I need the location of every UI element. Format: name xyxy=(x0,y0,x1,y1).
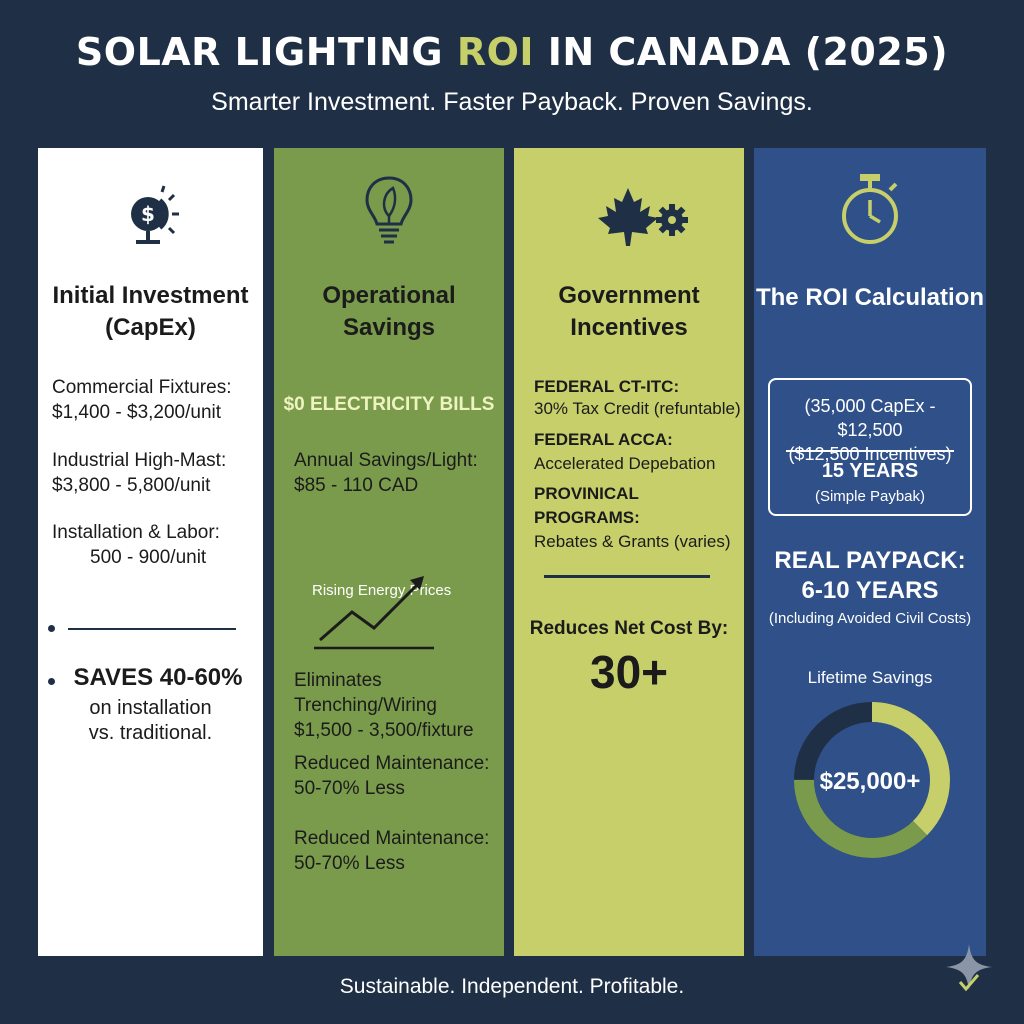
heading-line: Savings xyxy=(342,314,436,341)
fixtures-value: $1,400 - $3,200/unit xyxy=(52,402,222,423)
saves-line: vs. traditional. xyxy=(88,722,213,744)
lifetime-savings-label: Lifetime Savings xyxy=(807,668,933,687)
federal-acca: FEDERAL ACCA: Accelerated Depebation xyxy=(534,428,715,476)
column-operational-savings: Operational Savings $0 ELECTRICITY BILLS… xyxy=(274,148,504,956)
roi-box-divider xyxy=(786,450,954,452)
page-subtitle: Smarter Investment. Faster Payback. Prov… xyxy=(211,88,813,116)
reduced-maintenance-1: Reduced Maintenance: 50-70% Less xyxy=(294,751,489,801)
heading-operational-savings: Operational Savings xyxy=(274,280,504,344)
trench-label: Eliminates Trenching/Wiring xyxy=(294,670,437,716)
bullet-dot xyxy=(48,625,55,632)
footer-tagline: Sustainable. Independent. Profitable. xyxy=(339,975,685,998)
rising-trend-icon xyxy=(314,576,434,650)
heading-roi-calculation: The ROI Calculation xyxy=(755,284,985,311)
saves-detail: on installation vs. traditional. xyxy=(38,696,263,746)
annual-savings: Annual Savings/Light: $85 - 110 CAD xyxy=(294,448,478,498)
title-pre: SOLAR LIGHTING xyxy=(75,30,457,74)
divider-line xyxy=(544,575,710,578)
saves-headline: SAVES 40-60% xyxy=(73,664,243,691)
bullet-dot xyxy=(48,678,55,685)
reduced-maintenance-2: Reduced Maintenance: 50-70% Less xyxy=(294,826,489,876)
prov-label: PROVINICAL PROGRAMS: xyxy=(534,484,640,527)
donut-fill xyxy=(794,702,950,858)
heading-government-incentives: Government Incentives xyxy=(514,280,744,344)
annual-value: $85 - 110 CAD xyxy=(294,475,419,496)
real-payback: REAL PAYPACK: 6-10 YEARS xyxy=(754,546,986,606)
reduces-net-cost-label: Reduces Net Cost By: xyxy=(529,618,729,639)
annual-label: Annual Savings/Light: xyxy=(294,450,478,471)
highmast-label: Industrial High-Mast: xyxy=(52,450,227,471)
maint-value: 50-70% Less xyxy=(294,853,405,874)
heading-line: Operational xyxy=(322,282,456,309)
heading-line: Incentives xyxy=(570,314,688,341)
fixtures-label: Commercial Fixtures: xyxy=(52,377,232,398)
acca-label: FEDERAL ACCA: xyxy=(534,430,673,449)
roi-formula: (35,000 CapEx - $12,500 ($12,500 Incenti… xyxy=(770,394,970,466)
heading-initial-investment: Initial Investment (CapEx) xyxy=(38,280,263,344)
real-payback-years: 6-10 YEARS xyxy=(801,577,939,604)
install-value: 500 - 900/unit xyxy=(90,547,207,568)
highmast-value: $3,800 - 5,800/unit xyxy=(52,475,211,496)
donut-value: $25,000+ xyxy=(819,768,921,795)
commercial-fixtures: Commercial Fixtures: $1,400 - $3,200/uni… xyxy=(52,375,231,425)
sparkle-icon xyxy=(946,944,992,992)
installation-labor: Installation & Labor: 500 - 900/unit xyxy=(52,520,252,570)
ctitc-label: FEDERAL CT-ITC: xyxy=(534,377,680,396)
roi-formula-line: ($12,500 Incentives) xyxy=(788,444,952,464)
reduces-net-cost-value: 30+ xyxy=(589,646,669,698)
divider-line xyxy=(68,628,236,630)
zero-electricity-bills: $0 ELECTRICITY BILLS xyxy=(283,394,495,415)
svg-text:$: $ xyxy=(141,202,155,226)
acca-value: Accelerated Depebation xyxy=(534,454,716,473)
page-title: SOLAR LIGHTING ROI IN CANADA (2025) xyxy=(0,30,1024,74)
saves-line: on installation xyxy=(89,697,212,719)
maint-label: Reduced Maintenance: xyxy=(294,828,490,849)
install-label: Installation & Labor: xyxy=(52,522,220,543)
title-post: IN CANADA (2025) xyxy=(534,30,949,74)
heading-line: Government xyxy=(558,282,700,309)
roi-calc-box: (35,000 CapEx - $12,500 ($12,500 Incenti… xyxy=(768,378,972,516)
maint-value: 50-70% Less xyxy=(294,778,405,799)
maint-label: Reduced Maintenance: xyxy=(294,753,490,774)
lifetime-savings-donut xyxy=(794,702,950,858)
donut-fill-lower xyxy=(794,702,950,858)
simple-payback-years: 15 YEARS xyxy=(821,460,919,482)
real-payback-note: (Including Avoided Civil Costs) xyxy=(768,610,972,627)
provincial-programs: PROVINICAL PROGRAMS: Rebates & Grants (v… xyxy=(534,482,744,554)
industrial-high-mast: Industrial High-Mast: $3,800 - 5,800/uni… xyxy=(52,448,226,498)
prov-value: Rebates & Grants (varies) xyxy=(534,532,731,551)
stopwatch-icon xyxy=(842,174,898,244)
maple-leaf-gear-icon xyxy=(598,188,688,246)
money-sun-icon: $ xyxy=(131,185,179,244)
heading-line: (CapEx) xyxy=(105,314,196,341)
column-government-incentives: Government Incentives FEDERAL CT-ITC: 30… xyxy=(514,148,744,956)
real-payback-line: REAL PAYPACK: xyxy=(774,547,966,574)
roi-formula-line: (35,000 CapEx - $12,500 xyxy=(804,396,936,440)
heading-line: Initial Investment xyxy=(52,282,249,309)
lightbulb-leaf-icon xyxy=(365,176,413,244)
ctitc-value: 30% Tax Credit (refuntable) xyxy=(534,399,741,418)
column-roi-calculation: The ROI Calculation (35,000 CapEx - $12,… xyxy=(754,148,986,956)
column-initial-investment: $ Initial Investment (CapEx) Commercial … xyxy=(38,148,263,956)
simple-payback-note: (Simple Paybak) xyxy=(814,488,926,505)
trench-value: $1,500 - 3,500/fixture xyxy=(294,720,474,741)
title-accent: ROI xyxy=(456,30,535,74)
eliminates-trenching: Eliminates Trenching/Wiring $1,500 - 3,5… xyxy=(294,668,504,743)
federal-ctitc: FEDERAL CT-ITC: 30% Tax Credit (refuntab… xyxy=(534,376,741,420)
